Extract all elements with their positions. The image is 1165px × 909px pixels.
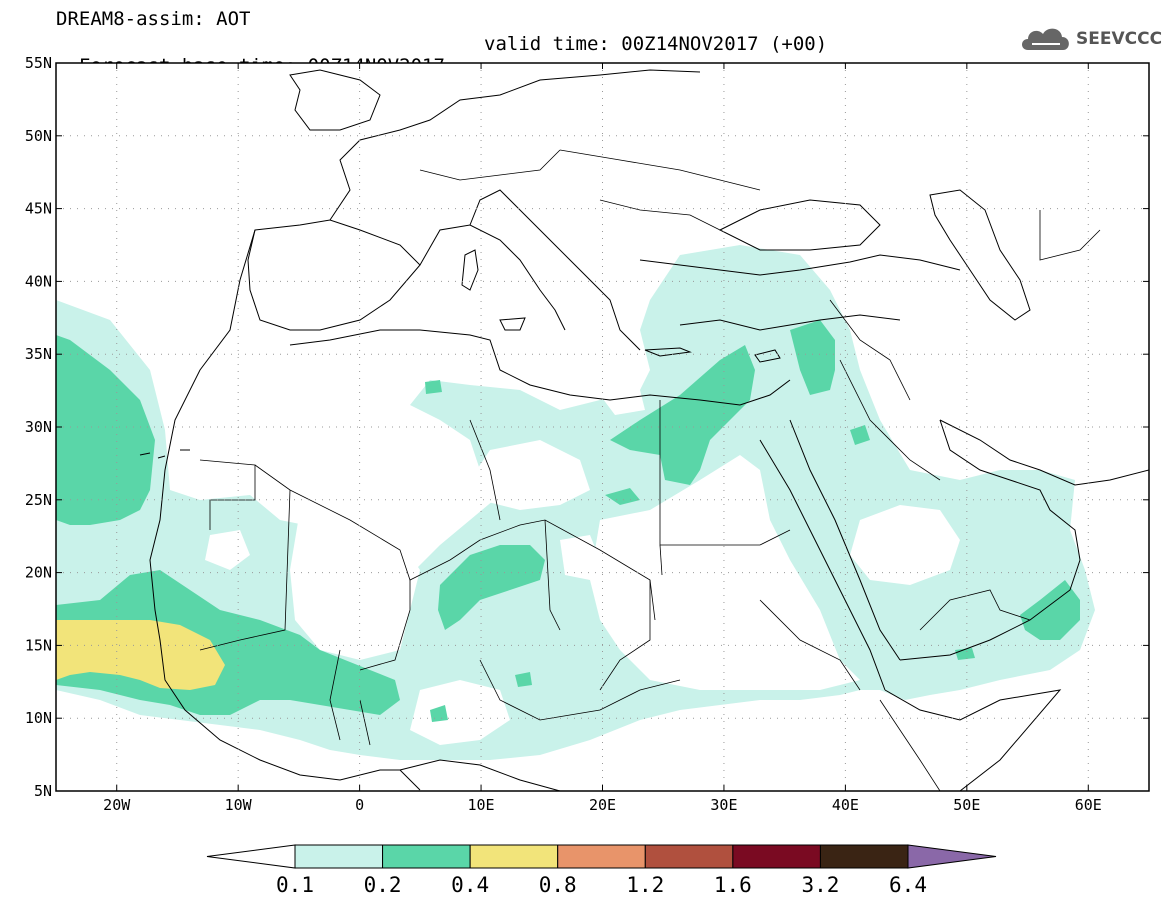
colorbar-low-arrow <box>206 844 296 869</box>
aot-holes <box>205 390 960 745</box>
lon-label: 50E <box>953 796 980 814</box>
lon-label: 10W <box>225 796 253 814</box>
coastlines <box>139 69 1149 791</box>
aot-field <box>56 69 1149 791</box>
colorbar-label: 0.4 <box>451 873 489 897</box>
colorbar-swatch <box>644 844 734 869</box>
colorbar-swatch <box>382 844 471 869</box>
map-title: DREAM8-assim: AOT <box>56 8 251 30</box>
lat-label: 45N <box>25 200 52 218</box>
lat-label: 25N <box>25 491 52 509</box>
lon-label: 0 <box>355 796 364 814</box>
axis-ticks <box>56 62 1149 792</box>
colorbar-high-arrow <box>907 844 997 869</box>
lon-label: 60E <box>1075 796 1102 814</box>
grid-lines <box>56 63 1149 791</box>
lat-label: 20N <box>25 564 52 582</box>
lon-label: 30E <box>710 796 737 814</box>
colorbar-label: 3.2 <box>801 873 839 897</box>
latitude-labels: 55N 50N 45N 40N 35N 30N 25N 20N 15N 10N 5N <box>25 54 52 800</box>
cloud-icon <box>1022 28 1069 50</box>
lon-label: 20W <box>103 796 131 814</box>
lon-label: 20E <box>589 796 616 814</box>
aot-level-0-2 <box>56 320 1080 722</box>
colorbar-label: 1.2 <box>626 873 664 897</box>
colorbar-label: 0.8 <box>539 873 577 897</box>
colorbar-label: 1.6 <box>714 873 752 897</box>
colorbar-label: 0.2 <box>364 873 402 897</box>
lat-label: 30N <box>25 418 52 436</box>
colorbar-label: 0.1 <box>276 873 314 897</box>
colorbar-label: 6.4 <box>889 873 927 897</box>
colorbar-swatch <box>469 844 559 869</box>
colorbar-swatch <box>294 844 384 869</box>
lat-label: 15N <box>25 636 52 654</box>
lon-label: 10E <box>468 796 495 814</box>
seevccc-logo: SEEVCCC <box>1018 22 1162 56</box>
lat-label: 10N <box>25 709 52 727</box>
lat-label: 40N <box>25 272 52 290</box>
lon-label: 40E <box>832 796 859 814</box>
colorbar-swatch <box>732 844 821 869</box>
valid-time-label: valid time: 00Z14NOV2017 (+00) <box>484 33 828 55</box>
lat-label: 5N <box>34 782 52 800</box>
logo-text: SEEVCCC <box>1076 29 1163 49</box>
lat-label: 55N <box>25 54 52 72</box>
colorbar: 0.1 0.2 0.4 0.8 1.2 1.6 3.2 6.4 <box>206 844 997 897</box>
lat-label: 50N <box>25 127 52 145</box>
colorbar-swatch <box>557 844 646 869</box>
aot-level-0-4 <box>56 620 225 690</box>
lat-label: 35N <box>25 345 52 363</box>
country-borders <box>199 149 1101 791</box>
longitude-labels: 20W 10W 0 10E 20E 30E 40E 50E 60E <box>103 796 1102 814</box>
colorbar-swatch <box>819 844 909 869</box>
